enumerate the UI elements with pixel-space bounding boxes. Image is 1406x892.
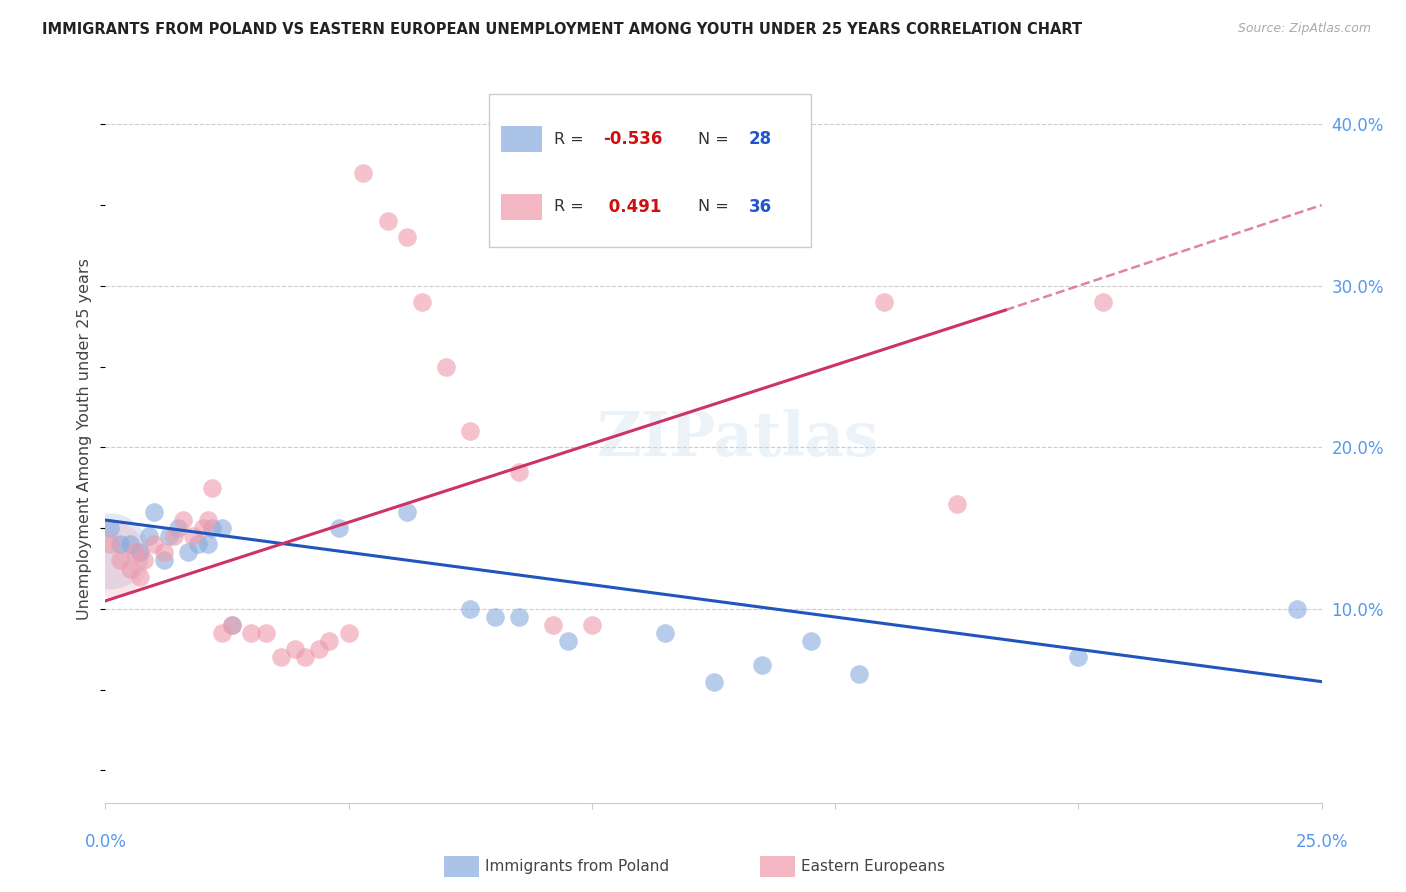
Point (396, 505, 419, 519)
Point (945, 497, 967, 511)
FancyBboxPatch shape (501, 194, 543, 219)
Text: -0.536: -0.536 (603, 130, 662, 148)
Point (458, 424, 481, 438)
Point (873, 295, 896, 310)
Text: 25.0%: 25.0% (1295, 833, 1348, 851)
Text: N =: N = (697, 131, 734, 146)
Text: R =: R = (554, 199, 589, 214)
Point (98, 552, 121, 566)
Point (751, 658, 773, 673)
Text: IMMIGRANTS FROM POLAND VS EASTERN EUROPEAN UNEMPLOYMENT AMONG YOUTH UNDER 25 YEA: IMMIGRANTS FROM POLAND VS EASTERN EUROPE… (42, 22, 1083, 37)
Text: 0.0%: 0.0% (84, 833, 127, 851)
Point (508, 610, 530, 624)
Point (328, 521, 350, 535)
Point (197, 513, 219, 527)
FancyBboxPatch shape (488, 94, 811, 247)
Point (848, 666, 870, 681)
Point (128, 569, 150, 583)
Point (118, 561, 141, 575)
Point (240, 626, 263, 640)
Point (153, 545, 176, 559)
Point (308, 642, 330, 657)
Point (581, 618, 603, 632)
Point (98, 543, 121, 558)
Point (201, 521, 224, 535)
Point (254, 626, 277, 640)
Text: 0.491: 0.491 (603, 198, 661, 216)
Point (153, 553, 176, 567)
Point (284, 642, 307, 657)
Point (337, 626, 360, 640)
Point (108, 537, 131, 551)
Point (654, 626, 676, 640)
Y-axis label: Unemployment Among Youth under 25 years: Unemployment Among Youth under 25 years (77, 259, 93, 620)
Point (211, 626, 233, 640)
Point (172, 513, 194, 527)
Point (98, 537, 121, 551)
Point (508, 465, 530, 479)
Point (434, 359, 457, 374)
Point (411, 295, 433, 310)
Point (270, 650, 292, 665)
Point (98, 521, 121, 535)
Point (134, 553, 156, 567)
Point (211, 521, 233, 535)
Point (484, 610, 506, 624)
Point (458, 602, 481, 616)
Text: R =: R = (554, 131, 589, 146)
Text: Eastern Europeans: Eastern Europeans (801, 858, 945, 873)
Point (541, 618, 564, 632)
Point (162, 529, 184, 543)
Point (352, 166, 374, 180)
Point (557, 634, 579, 648)
Point (187, 537, 209, 551)
Text: 28: 28 (749, 130, 772, 148)
Point (108, 553, 131, 567)
Point (318, 634, 340, 648)
Point (1091, 295, 1114, 310)
Point (377, 214, 399, 228)
Point (221, 618, 243, 632)
Point (181, 529, 204, 543)
Point (702, 674, 725, 689)
Point (118, 537, 141, 551)
Point (191, 521, 214, 535)
Point (294, 650, 316, 665)
Point (157, 529, 180, 543)
FancyBboxPatch shape (759, 855, 794, 877)
Point (197, 537, 219, 551)
Point (143, 505, 166, 519)
Point (1067, 650, 1090, 665)
FancyBboxPatch shape (443, 855, 479, 877)
Point (167, 521, 190, 535)
Point (138, 529, 160, 543)
Text: N =: N = (697, 199, 734, 214)
Point (201, 481, 224, 495)
Point (124, 545, 146, 559)
Point (1286, 602, 1309, 616)
Point (143, 537, 166, 551)
Point (396, 230, 419, 244)
Point (221, 618, 243, 632)
Text: ZIPatlas: ZIPatlas (596, 409, 879, 469)
FancyBboxPatch shape (501, 126, 543, 153)
Point (800, 634, 823, 648)
Text: 36: 36 (749, 198, 772, 216)
Text: Source: ZipAtlas.com: Source: ZipAtlas.com (1237, 22, 1371, 36)
Point (128, 545, 150, 559)
Point (177, 545, 200, 559)
Text: Immigrants from Poland: Immigrants from Poland (485, 858, 669, 873)
